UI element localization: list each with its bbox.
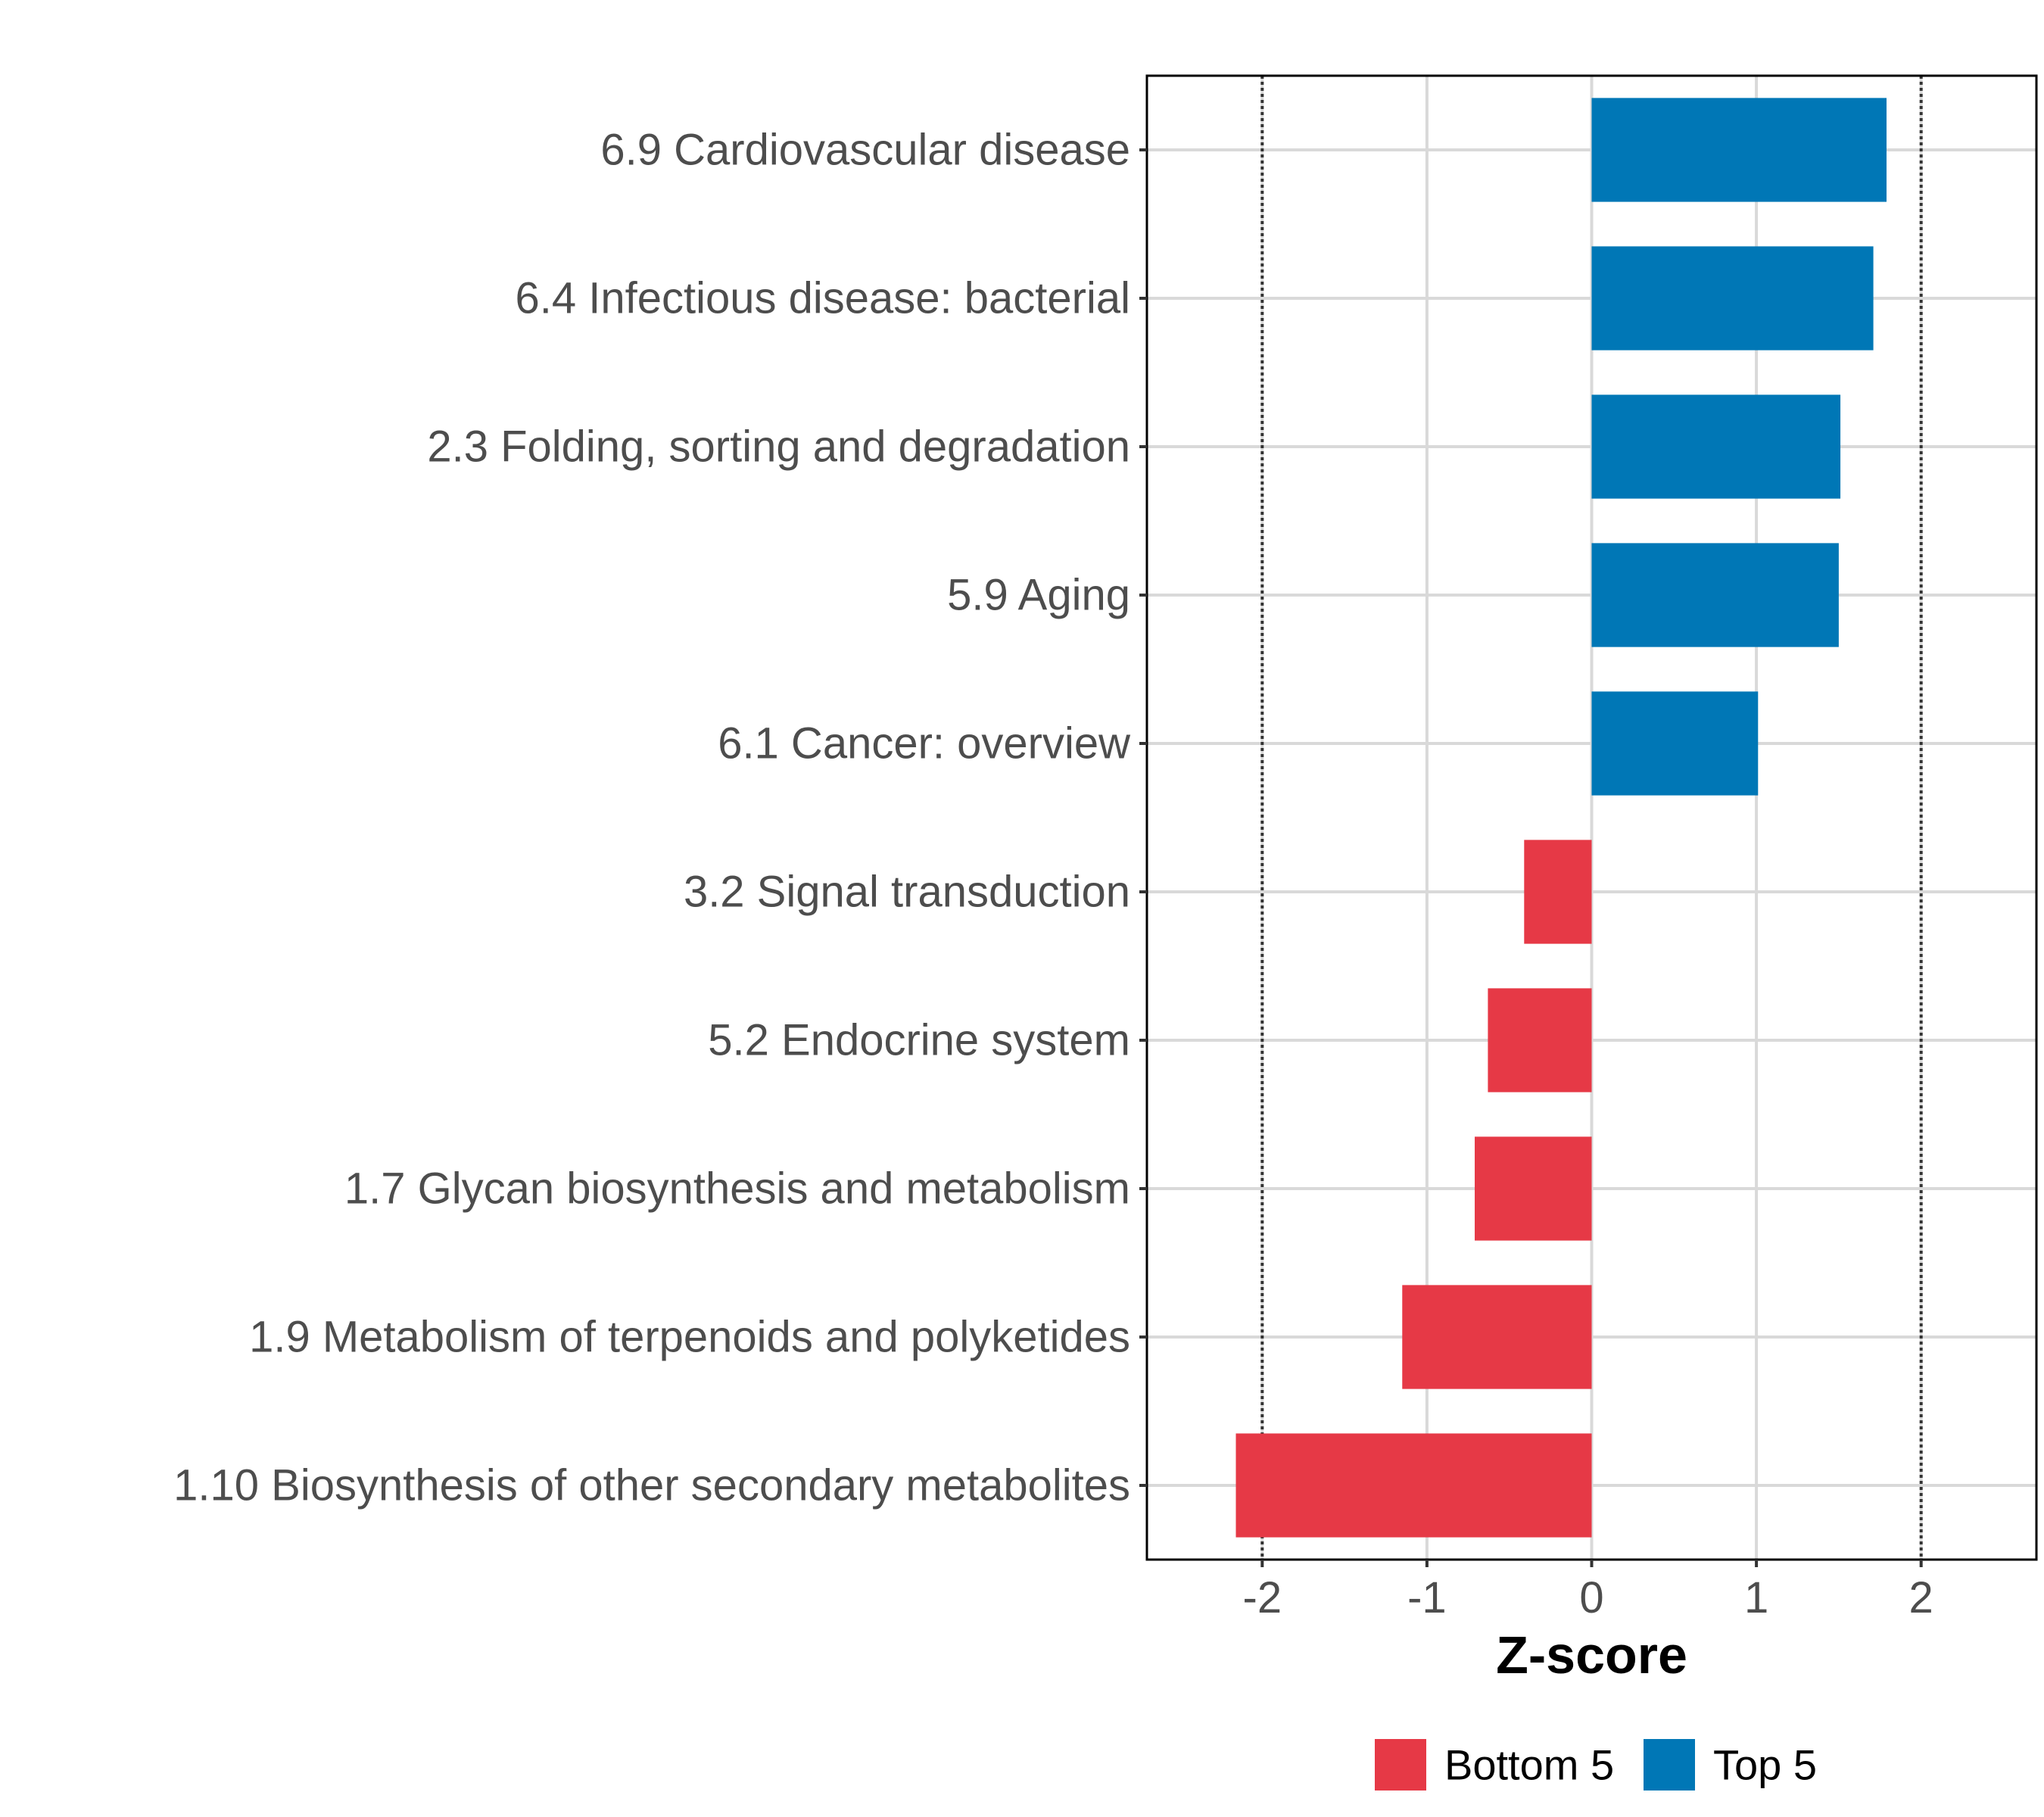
bars	[1235, 98, 1887, 1538]
y-axis: 6.9 Cardiovascular disease 6.4 Infectious…	[173, 126, 1147, 1510]
bar-2-3-folding-sorting-and-degradation	[1591, 394, 1841, 499]
reference-lines	[1260, 76, 1923, 1560]
category-label: 1.10 Biosynthesis of other secondary met…	[173, 1461, 1130, 1510]
category-label: 6.9 Cardiovascular disease	[600, 126, 1130, 175]
category-label: 2.3 Folding, sorting and degradation	[427, 422, 1130, 472]
bar-1-7-glycan-biosynthesis-and-metabolism	[1475, 1136, 1592, 1241]
x-tick-label: 0	[1579, 1573, 1603, 1622]
x-tick-label: -1	[1407, 1573, 1447, 1622]
bar-3-2-signal-transduction	[1524, 840, 1592, 944]
bar-6-9-cardiovascular-disease	[1591, 98, 1887, 202]
x-tick-label: 1	[1744, 1573, 1768, 1622]
category-label: 1.7 Glycan biosynthesis and metabolism	[344, 1164, 1130, 1214]
legend-label-top-5: Top 5	[1713, 1741, 1817, 1789]
x-tick-label: 2	[1909, 1573, 1933, 1622]
bar-5-2-endocrine-system	[1488, 988, 1592, 1092]
x-axis: -2 -1 0 1 2	[1243, 1560, 1933, 1622]
category-label: 6.1 Cancer: overview	[718, 719, 1131, 768]
legend-swatch-bottom-5	[1375, 1739, 1426, 1791]
bar-5-9-aging	[1591, 543, 1839, 647]
category-label: 5.9 Aging	[947, 571, 1130, 620]
bar-6-4-infectious-disease-bacterial	[1591, 246, 1874, 351]
bar-6-1-cancer-overview	[1591, 691, 1759, 796]
category-label: 6.4 Infectious disease: bacterial	[516, 274, 1130, 323]
category-label: 5.2 Endocrine system	[708, 1016, 1130, 1065]
legend-swatch-top-5	[1644, 1739, 1695, 1791]
bar-1-9-metabolism-of-terpenoids-and-polyketides	[1402, 1285, 1592, 1389]
category-label: 3.2 Signal transduction	[684, 868, 1130, 917]
category-label: 1.9 Metabolism of terpenoids and polyket…	[249, 1313, 1130, 1362]
bar-1-10-biosynthesis-of-other-secondary-metabolites	[1235, 1433, 1592, 1538]
legend-label-bottom-5: Bottom 5	[1444, 1741, 1614, 1789]
legend: Bottom 5 Top 5	[1375, 1739, 1817, 1791]
x-tick-label: -2	[1243, 1573, 1282, 1622]
x-axis-title: Z-score	[1496, 1625, 1687, 1685]
